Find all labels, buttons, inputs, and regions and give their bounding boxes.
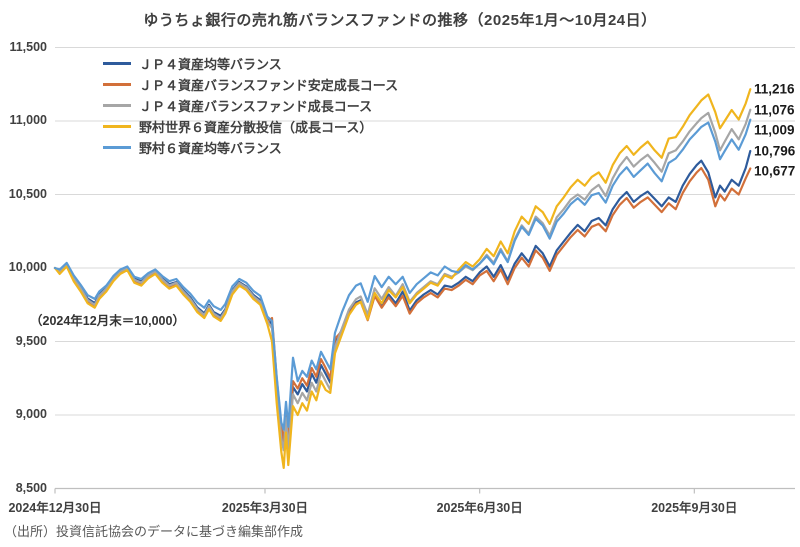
legend-label: ＪＰ４資産均等バランス [139, 57, 282, 72]
x-tick-label: 2025年6月30日 [436, 501, 523, 515]
legend-item: ＪＰ４資産均等バランス [103, 53, 398, 74]
legend-item: ＪＰ４資産バランスファンド安定成長コース [103, 74, 398, 95]
series-line [53, 118, 752, 431]
legend-label: ＪＰ４資産バランスファンド成長コース [139, 99, 373, 114]
legend-label: ＪＰ４資産バランスファンド安定成長コース [139, 78, 399, 93]
index-base-annotation: （2024年12月末＝10,000） [30, 314, 185, 328]
x-tick-label: 2025年9月30日 [651, 501, 738, 515]
y-tick-label: 11,500 [9, 39, 47, 54]
legend-line-swatch [103, 62, 131, 65]
y-tick-label: 10,000 [8, 260, 47, 274]
chart-title: ゆうちょ銀行の売れ筋バランスファンドの推移（2025年1月～10月24日） [143, 12, 657, 29]
series-end-value: 11,216 [754, 81, 795, 97]
series-end-value: 10,796 [754, 143, 796, 159]
y-tick-label: 11,000 [9, 113, 47, 127]
series-end-value: 10,677 [754, 163, 796, 179]
legend-item: 野村６資産均等バランス [103, 137, 398, 158]
source-note: （出所）投資信託協会のデータに基づき編集部作成 [4, 524, 304, 539]
x-tick-label: 2025年3月30日 [221, 501, 309, 515]
legend-item: ＪＰ４資産バランスファンド成長コース [103, 95, 398, 116]
y-tick-label: 8,500 [15, 480, 47, 495]
legend-line-swatch [103, 83, 131, 86]
x-tick-label: 2024年12月30日 [8, 501, 102, 515]
series-line [53, 88, 752, 469]
series-line [53, 166, 752, 443]
series-end-value: 11,076 [754, 102, 795, 118]
legend-line-swatch [103, 146, 131, 149]
series-end-value: 11,009 [754, 122, 795, 138]
legend: ＪＰ４資産均等バランス ＪＰ４資産バランスファンド安定成長コース ＪＰ４資産バランス… [103, 53, 398, 158]
legend-item: 野村世界６資産分散投信（成長コース） [103, 116, 398, 137]
y-tick-label: 9,000 [15, 407, 47, 421]
series-line [53, 108, 752, 452]
y-tick-label: 9,500 [15, 333, 47, 348]
legend-label: 野村６資産均等バランス [139, 141, 282, 156]
legend-label: 野村世界６資産分散投信（成長コース） [139, 120, 373, 135]
legend-line-swatch [103, 104, 131, 107]
legend-line-swatch [103, 125, 131, 128]
y-tick-label: 10,500 [8, 186, 47, 201]
